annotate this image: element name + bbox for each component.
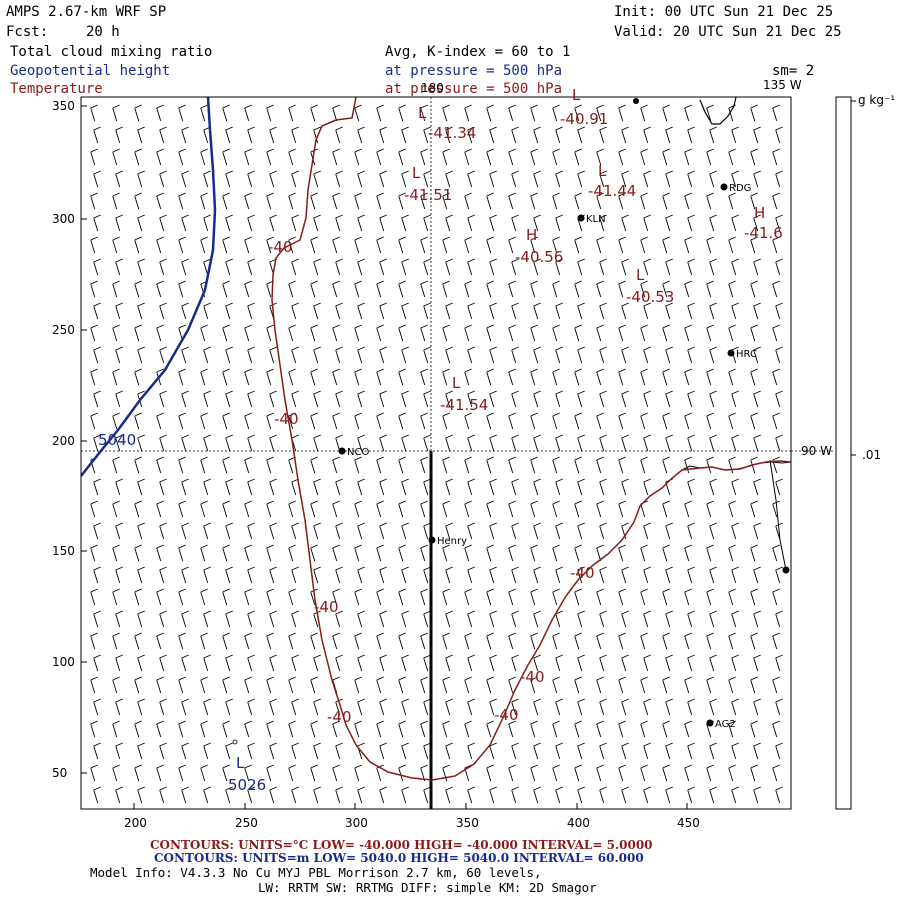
contours-height: CONTOURS: UNITS=m LOW= 5040.0 HIGH= 5040… xyxy=(154,851,644,865)
y-tick-label: 100 xyxy=(52,655,75,669)
pressure-temperature: at pressure = 500 hPa xyxy=(385,81,563,97)
model-info: Model Info: V4.3.3 No Cu MYJ PBL Morriso… xyxy=(90,865,542,880)
field-cloud-label: Total cloud mixing ratio xyxy=(10,44,213,60)
temperature-label: -40 xyxy=(327,708,352,726)
avg-kindex: Avg, K-index = 60 to 1 xyxy=(385,44,571,60)
model-title: AMPS 2.67-km WRF SP xyxy=(6,4,167,20)
y-tick-label: 300 xyxy=(52,212,75,226)
field-height-label: Geopotential height xyxy=(10,63,171,79)
low-marker: L xyxy=(598,162,607,180)
pressure-height: at pressure = 500 hPa xyxy=(385,63,563,79)
high-marker: H xyxy=(754,204,765,222)
y-tick-label: 150 xyxy=(52,544,75,558)
colorbar-value: .01 xyxy=(862,448,881,462)
colorbar-unit: g kg⁻¹ xyxy=(858,93,895,107)
x-tick-label: 400 xyxy=(567,816,590,830)
x-tick-label: 300 xyxy=(345,816,368,830)
high-marker: H xyxy=(526,226,537,244)
temperature-label: -40 xyxy=(570,564,595,582)
station-marker xyxy=(782,566,790,574)
lon-label-right: 90 W xyxy=(801,444,832,458)
temperature-label: -40 xyxy=(494,706,519,724)
x-tick-label: 200 xyxy=(124,816,147,830)
temperature-label: -40.91 xyxy=(560,110,608,128)
plot-frame xyxy=(80,96,792,810)
coastline-east xyxy=(769,459,787,571)
station-marker xyxy=(577,214,585,222)
y-tick-label: 200 xyxy=(52,434,75,448)
y-tick-label: 250 xyxy=(52,323,75,337)
wind-barbs xyxy=(90,104,783,804)
station-marker xyxy=(720,183,728,191)
contours-temperature: CONTOURS: UNITS=°C LOW= -40.000 HIGH= -4… xyxy=(150,838,653,852)
temperature-label: -41.51 xyxy=(404,186,452,204)
station-marker xyxy=(633,98,639,104)
forecast-hour: 20 h xyxy=(86,24,120,40)
station-label: RDG xyxy=(729,183,751,194)
low-marker: L xyxy=(418,104,427,122)
temperature-contour xyxy=(271,97,791,781)
temperature-label: -40 xyxy=(314,598,339,616)
y-tick-label: 50 xyxy=(52,766,67,780)
station-label: Henry xyxy=(437,536,467,547)
station-marker xyxy=(428,536,436,544)
station-label: HRC xyxy=(736,349,757,360)
x-tick-label: 450 xyxy=(677,816,700,830)
temperature-label: -41.34 xyxy=(428,124,476,142)
station-marker xyxy=(727,349,735,357)
low-marker: L xyxy=(412,164,421,182)
station-marker xyxy=(706,719,714,727)
station-marker xyxy=(338,447,346,455)
height-contour xyxy=(81,97,217,477)
station-label: KLN xyxy=(586,214,606,225)
smoothing-label: sm= 2 xyxy=(772,63,815,79)
height-low-marker: L xyxy=(236,754,245,772)
forecast-label: Fcst: xyxy=(6,24,49,40)
coastline-north xyxy=(699,97,737,125)
low-marker: L xyxy=(452,374,461,392)
height-label-5040: 5040 xyxy=(98,431,136,449)
init-time: Init: 00 UTC Sun 21 Dec 25 xyxy=(614,4,834,20)
y-tick-label: 350 xyxy=(52,99,75,113)
valid-time: Valid: 20 UTC Sun 21 Dec 25 xyxy=(614,24,842,40)
x-tick-label: 350 xyxy=(456,816,479,830)
height-low-point xyxy=(232,739,238,745)
lon-label-top-right: 135 W xyxy=(763,78,802,92)
lon-label-top: 180 xyxy=(421,81,444,95)
colorbar xyxy=(835,96,852,810)
x-tick-label: 250 xyxy=(235,816,258,830)
temperature-label: -40.56 xyxy=(515,248,563,266)
model-info-physics: LW: RRTM SW: RRTMG DIFF: simple KM: 2D S… xyxy=(258,880,597,895)
temperature-label: -41.44 xyxy=(588,182,636,200)
height-label-5026: 5026 xyxy=(228,776,266,794)
temperature-label: -40 xyxy=(274,410,299,428)
temperature-label: -41.54 xyxy=(440,396,488,414)
temperature-label: -40 xyxy=(268,238,293,256)
temperature-label: -40.53 xyxy=(626,288,674,306)
low-marker: L xyxy=(636,266,645,284)
low-marker: L xyxy=(572,86,581,104)
station-label: AG2 xyxy=(715,719,736,730)
station-label: NCO xyxy=(347,447,369,458)
temperature-label: -41.6 xyxy=(744,224,783,242)
field-temperature-label: Temperature xyxy=(10,81,103,97)
temperature-label: -40 xyxy=(520,668,545,686)
